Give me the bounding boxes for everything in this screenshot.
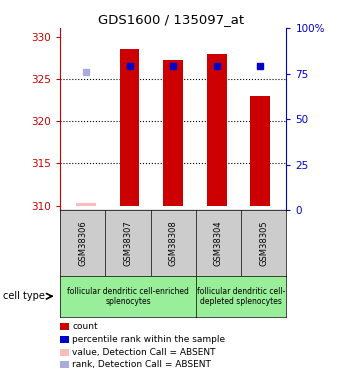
Text: GSM38304: GSM38304 [214,220,223,266]
Bar [163,60,183,206]
Bar [250,96,270,206]
Text: GSM38308: GSM38308 [169,220,178,266]
Text: GSM38305: GSM38305 [259,220,268,266]
Text: follicular dendritic cell-
depleted splenocytes: follicular dendritic cell- depleted sple… [197,286,285,306]
Text: follicular dendritic cell-enriched
splenocytes: follicular dendritic cell-enriched splen… [67,286,189,306]
Bar [207,54,226,206]
Bar [120,49,140,206]
Text: GSM38306: GSM38306 [78,220,87,266]
Text: value, Detection Call = ABSENT: value, Detection Call = ABSENT [72,348,215,357]
Text: GSM38307: GSM38307 [123,220,132,266]
Bar [76,203,96,206]
Text: rank, Detection Call = ABSENT: rank, Detection Call = ABSENT [72,360,211,369]
Text: count: count [72,322,98,332]
Text: cell type: cell type [3,291,45,301]
Text: GDS1600 / 135097_at: GDS1600 / 135097_at [98,13,245,26]
Text: percentile rank within the sample: percentile rank within the sample [72,335,225,344]
